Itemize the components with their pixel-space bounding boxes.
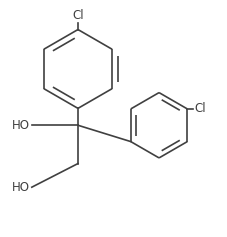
Text: HO: HO	[12, 119, 30, 132]
Text: Cl: Cl	[72, 9, 83, 22]
Text: HO: HO	[12, 181, 30, 194]
Text: Cl: Cl	[193, 102, 205, 115]
